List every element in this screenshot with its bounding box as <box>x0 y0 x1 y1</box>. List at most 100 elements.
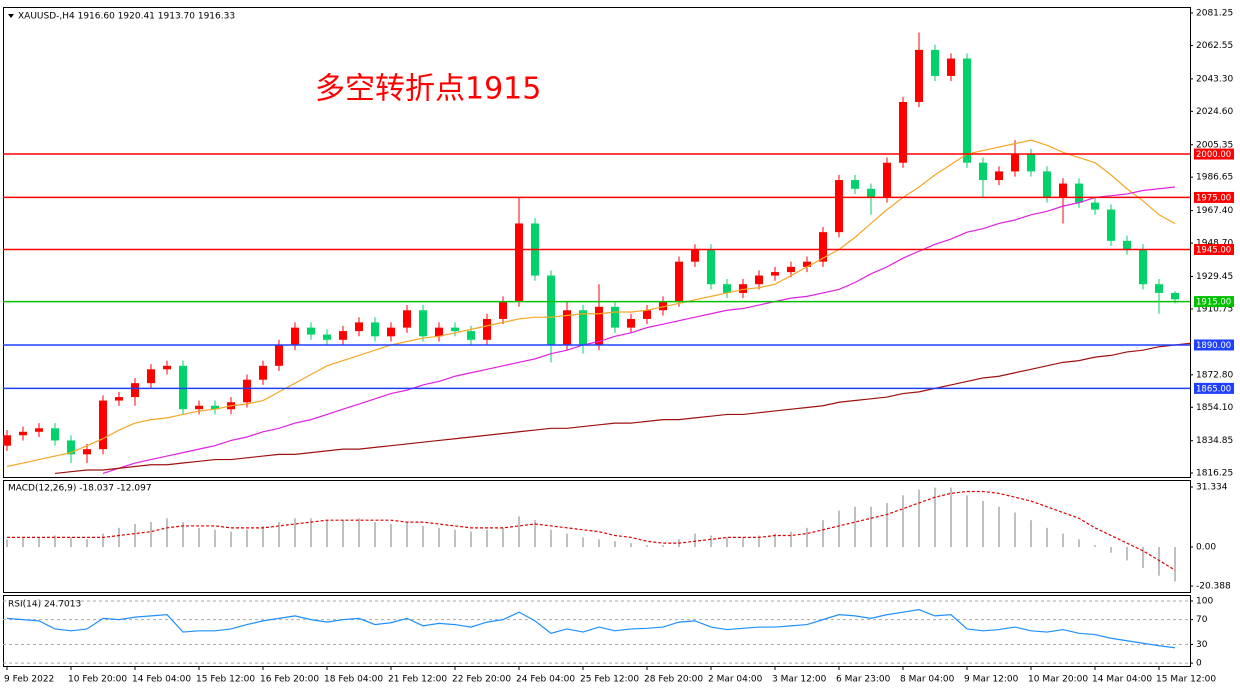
x-tick-label: 10 Feb 20:00 <box>68 675 127 685</box>
candle-body <box>35 428 43 432</box>
level-label-box <box>1194 191 1234 203</box>
candle-body <box>131 383 139 398</box>
y-tick-label: 2043.30 <box>1196 74 1233 84</box>
candle-body <box>1075 183 1083 203</box>
x-tick-label: 28 Feb 20:00 <box>644 675 703 685</box>
y-tick-label: 100 <box>1196 596 1213 606</box>
x-tick-label: 21 Feb 12:00 <box>388 675 447 685</box>
candle-body <box>3 435 11 446</box>
candle-body <box>899 101 907 163</box>
annotation: 多空转折点1915 <box>315 72 541 107</box>
candle-body <box>803 261 811 267</box>
candle-body <box>995 171 1003 181</box>
candle-body <box>211 405 219 410</box>
candle-body <box>787 266 795 273</box>
candle-body <box>915 49 923 102</box>
x-tick-label: 25 Feb 12:00 <box>580 675 639 685</box>
candle-body <box>499 301 507 319</box>
level-label: 2000.00 <box>1196 150 1231 160</box>
candle-body <box>1043 171 1051 198</box>
candle-body <box>163 365 171 370</box>
collapse-arrow <box>8 14 14 18</box>
candle-body <box>979 162 987 181</box>
candle-body <box>547 275 555 345</box>
y-tick-label: 0.00 <box>1196 542 1216 552</box>
candle-body <box>115 397 123 401</box>
x-tick-label: 9 Feb 2022 <box>4 675 54 685</box>
candle-body <box>739 284 747 293</box>
candle-body <box>611 306 619 328</box>
candle-body <box>835 180 843 233</box>
y-tick-label: 1834.85 <box>1196 436 1233 446</box>
candle-body <box>291 327 299 345</box>
y-tick-label: 1910.75 <box>1196 304 1233 314</box>
candle-body <box>563 310 571 345</box>
candle-body <box>259 365 267 380</box>
y-tick-label: 1986.65 <box>1196 173 1233 183</box>
moving-average <box>102 186 1176 475</box>
y-tick-label: 1872.80 <box>1196 370 1233 380</box>
candle-body <box>867 188 875 198</box>
candle-body <box>1011 154 1019 172</box>
candle-body <box>947 58 955 76</box>
x-tick-label: 15 Mar 12:00 <box>1156 675 1216 685</box>
level-label-box <box>1194 382 1234 394</box>
y-tick-label: 2062.55 <box>1196 41 1233 51</box>
y-tick-label: 70 <box>1196 615 1208 625</box>
x-tick-label: 18 Feb 04:00 <box>324 675 383 685</box>
candle-body <box>147 369 155 384</box>
candle-body <box>419 310 427 337</box>
x-tick-label: 8 Mar 04:00 <box>900 675 955 685</box>
x-tick-label: 22 Feb 20:00 <box>452 675 511 685</box>
candle-body <box>1155 284 1163 293</box>
main-panel-frame <box>3 7 1191 478</box>
macd-signal <box>7 490 1176 571</box>
candle-body <box>99 400 107 450</box>
candle-body <box>691 249 699 262</box>
candle-body <box>1091 202 1099 210</box>
x-tick-label: 14 Mar 04:00 <box>1092 675 1152 685</box>
y-tick-label: 0 <box>1196 659 1202 669</box>
candle-body <box>579 310 587 345</box>
candle-body <box>483 318 491 340</box>
candle-body <box>83 449 91 455</box>
y-tick-label: 2081.25 <box>1196 8 1233 18</box>
y-tick-label: 1948.70 <box>1196 239 1233 249</box>
level-label: 1945.00 <box>1196 246 1231 256</box>
candle-body <box>675 261 683 302</box>
candle-body <box>1139 249 1147 285</box>
candle-body <box>355 322 363 332</box>
candle-body <box>627 318 635 328</box>
candle-body <box>403 310 411 328</box>
y-tick-label: -20.388 <box>1196 582 1231 592</box>
x-tick-label: 9 Mar 12:00 <box>964 675 1019 685</box>
candle-body <box>595 306 603 345</box>
level-label-box <box>1194 339 1234 351</box>
y-tick-label: 1854.10 <box>1196 403 1233 413</box>
y-tick-label: 2024.60 <box>1196 107 1233 117</box>
candle-body <box>1123 240 1131 250</box>
candle-body <box>323 334 331 340</box>
candle-body <box>1107 209 1115 241</box>
candle-body <box>243 379 251 403</box>
x-tick-label: 24 Feb 04:00 <box>516 675 575 685</box>
x-tick-label: 10 Mar 20:00 <box>1028 675 1088 685</box>
y-tick-label: 30 <box>1196 640 1208 650</box>
candle-body <box>515 223 523 302</box>
candle-body <box>931 49 939 76</box>
y-tick-label: 1816.25 <box>1196 469 1233 479</box>
candle-body <box>755 275 763 285</box>
y-tick-label: 1967.40 <box>1196 206 1233 216</box>
x-tick-label: 16 Feb 20:00 <box>260 675 319 685</box>
x-tick-label: 2 Mar 04:00 <box>708 675 763 685</box>
level-label-box <box>1194 148 1234 160</box>
candle-body <box>19 431 27 436</box>
candle-body <box>643 310 651 319</box>
level-label: 1915.00 <box>1196 298 1231 308</box>
candle-body <box>371 322 379 337</box>
candle-body <box>435 327 443 337</box>
rsi-line <box>6 609 1176 649</box>
rsi-title: RSI(14) 24.7013 <box>8 600 81 610</box>
x-tick-label: 3 Mar 12:00 <box>772 675 827 685</box>
